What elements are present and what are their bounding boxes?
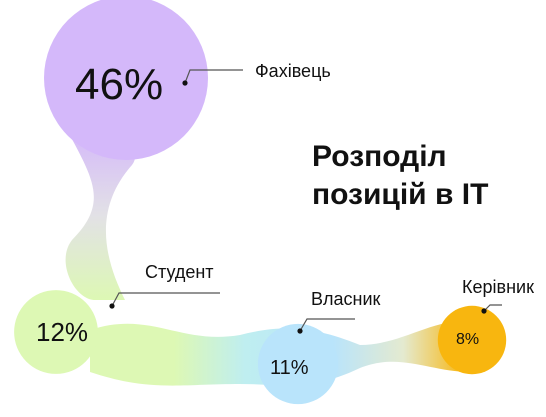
value-label-4: 8% xyxy=(456,331,480,348)
chart-title: Розподіл позицій в IT xyxy=(312,138,488,214)
bubble-2 xyxy=(14,290,98,374)
chart-title-line-1: Розподіл xyxy=(312,140,447,173)
connector-top xyxy=(62,118,136,300)
value-label-3: 11% xyxy=(270,357,309,379)
category-label-3: Власник xyxy=(311,289,381,309)
category-label-1: Фахівець xyxy=(255,61,331,81)
leader-lines xyxy=(109,69,502,334)
leader-line-2 xyxy=(111,292,220,307)
leader-dot-4 xyxy=(481,308,487,314)
bubble-shape xyxy=(14,0,507,405)
value-label-2: 12% xyxy=(36,317,89,347)
value-label-1: 46% xyxy=(75,60,164,109)
leader-dot-1 xyxy=(182,80,188,86)
category-label-2: Студент xyxy=(145,262,214,282)
leader-line-1 xyxy=(184,69,243,84)
leader-line-4 xyxy=(483,304,502,312)
bubble-3 xyxy=(257,323,339,405)
category-label-4: Керівник xyxy=(462,277,534,297)
bubble-1 xyxy=(44,0,208,160)
leader-dot-2 xyxy=(109,303,115,309)
leader-dot-3 xyxy=(297,328,303,334)
leader-line-3 xyxy=(299,318,355,332)
chart-title-line-2: позицій в IT xyxy=(312,178,489,211)
bubble-4 xyxy=(437,305,507,375)
